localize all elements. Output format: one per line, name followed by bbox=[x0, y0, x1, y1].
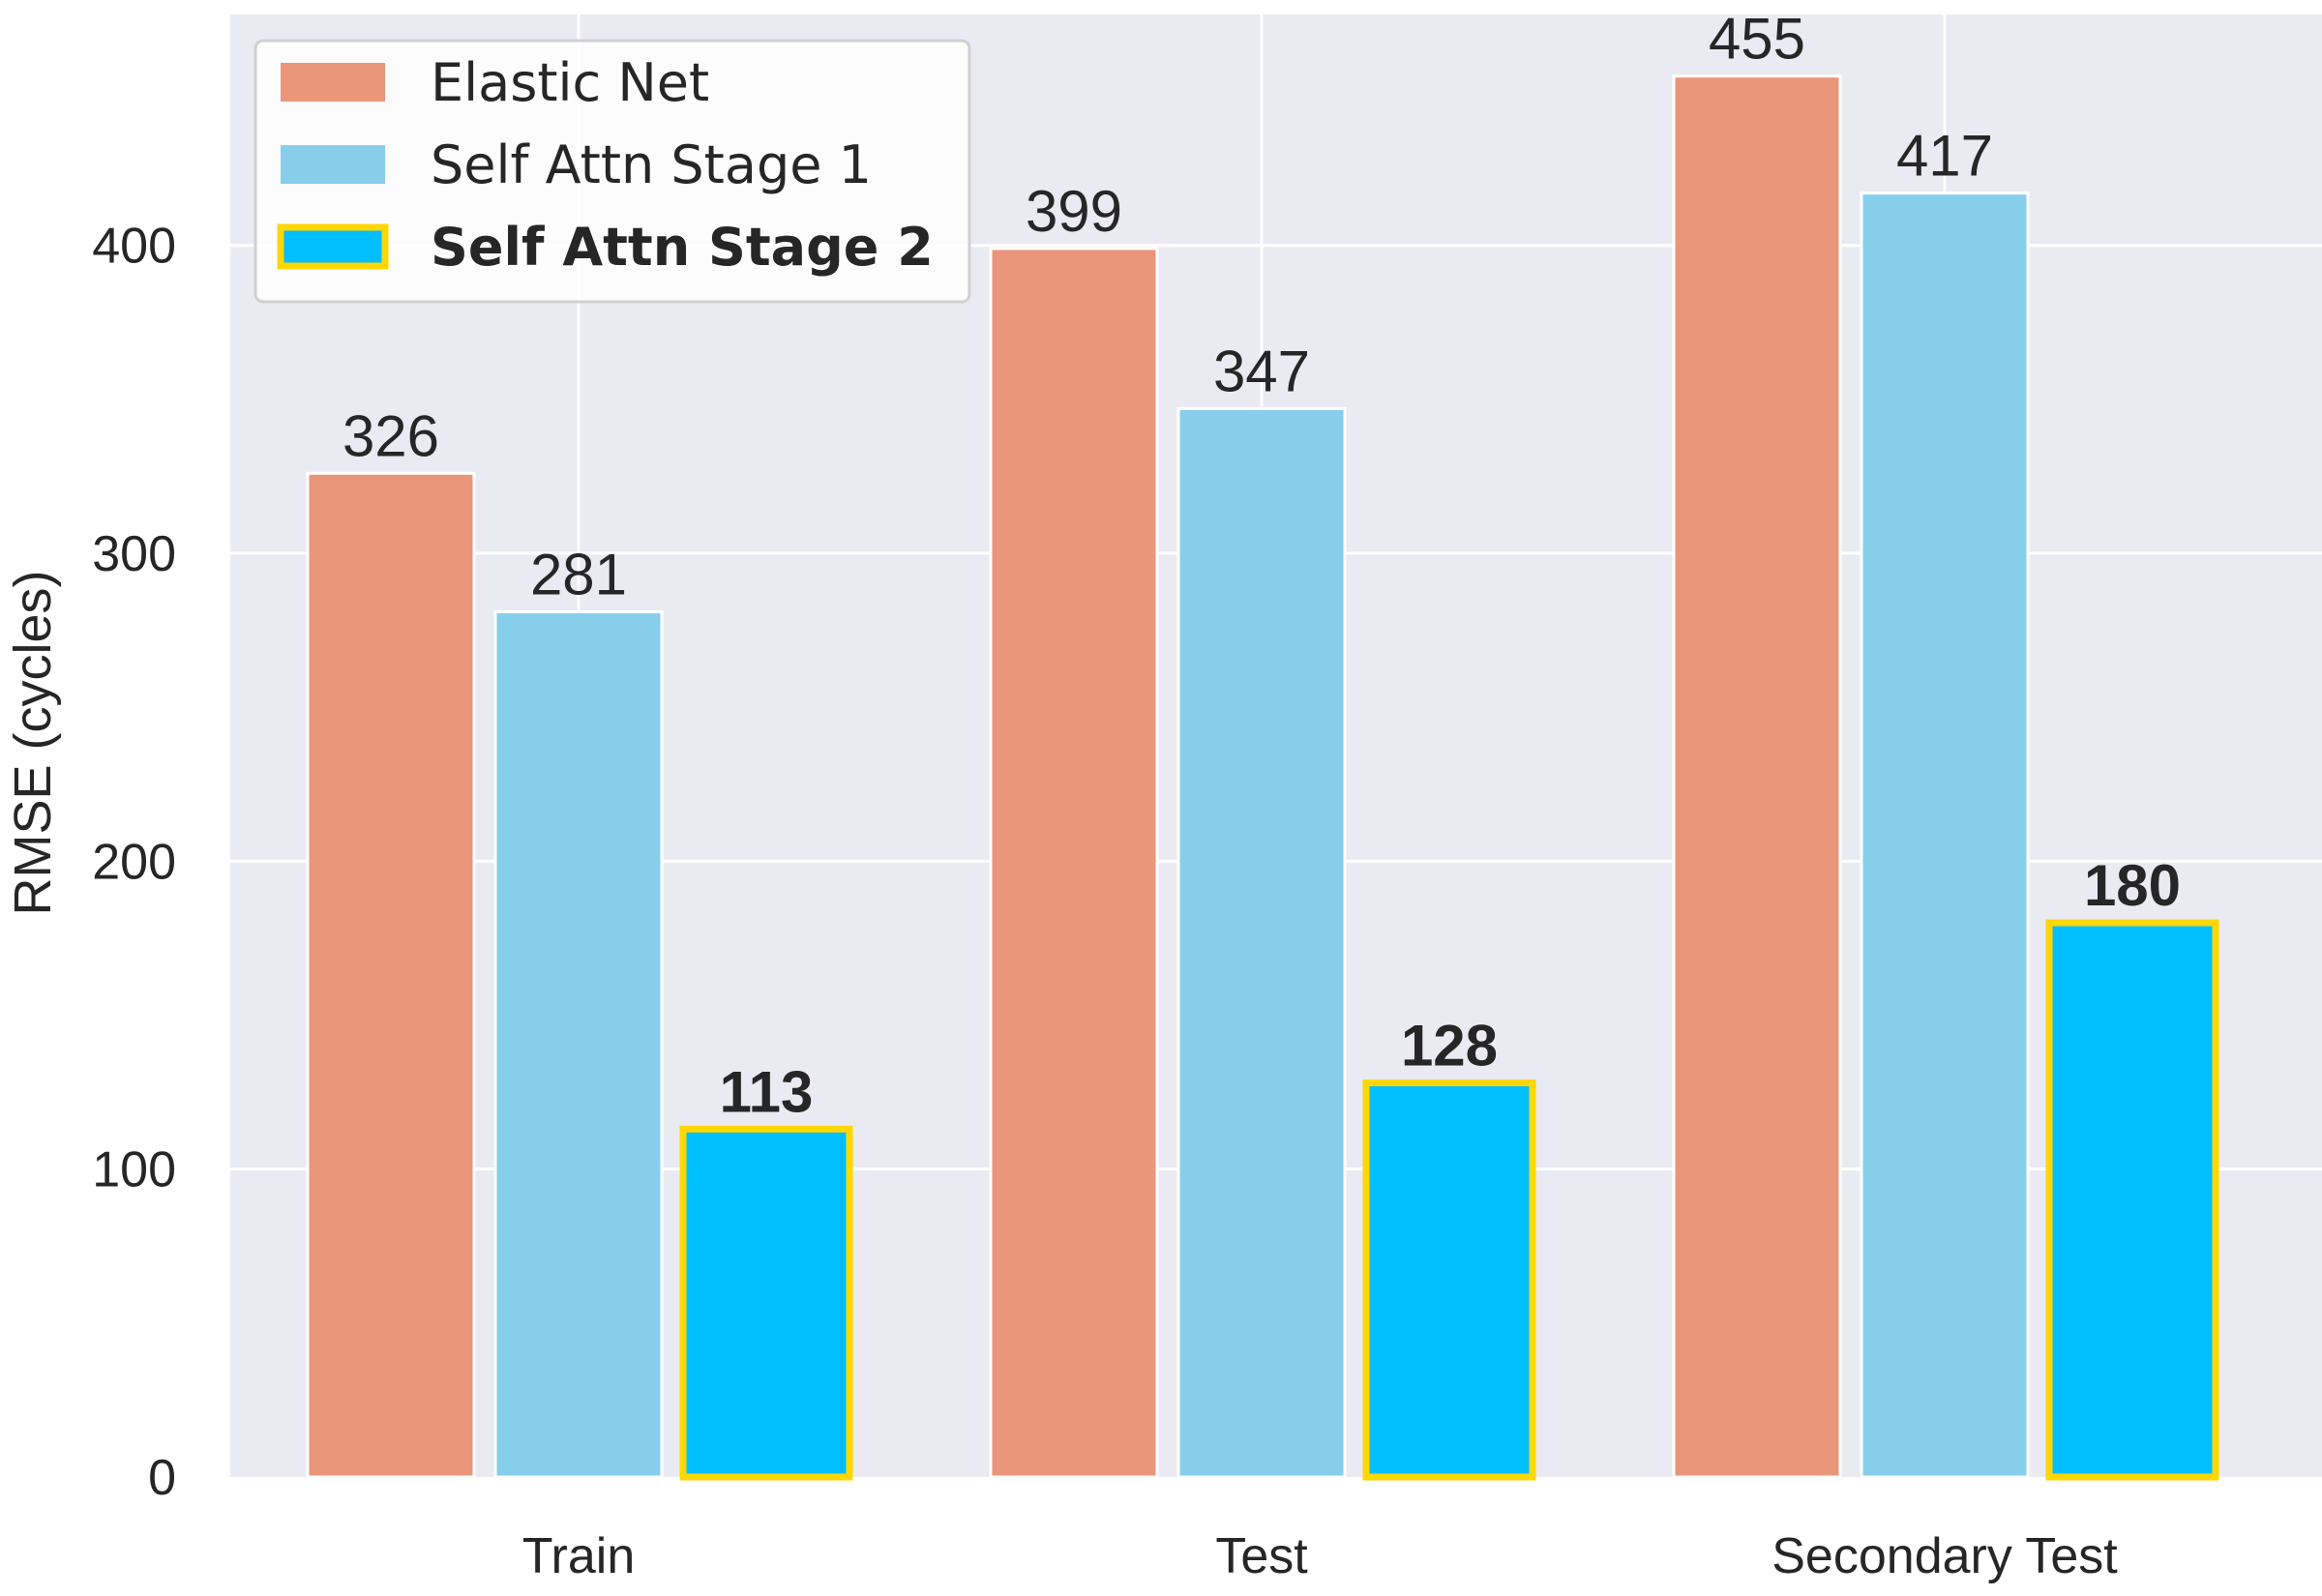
bar-self-attn-stage-1-test bbox=[1176, 406, 1347, 1479]
bar-self-attn-stage-2-secondary-test bbox=[2045, 919, 2219, 1481]
legend-swatch bbox=[281, 63, 385, 102]
y-axis-ticks: 0 100 200 300 400 bbox=[92, 219, 176, 1506]
bar-self-attn-stage-1-secondary-test bbox=[1860, 192, 2030, 1479]
bar-elastic-net-test bbox=[989, 247, 1159, 1479]
legend-entry-label: Self Attn Stage 2 bbox=[431, 217, 934, 278]
y-tick-label: 200 bbox=[92, 834, 176, 890]
bar-self-attn-stage-2-test bbox=[1362, 1079, 1536, 1481]
bar-value-label: 113 bbox=[720, 1059, 814, 1124]
bar-value-label: 399 bbox=[1026, 179, 1122, 244]
bar-value-label: 417 bbox=[1896, 124, 1993, 189]
bar-value-label: 326 bbox=[342, 403, 439, 468]
x-tick-label: Test bbox=[1215, 1528, 1308, 1584]
bar-value-label: 455 bbox=[1709, 7, 1805, 72]
y-tick-label: 300 bbox=[92, 526, 176, 582]
bar-elastic-net-train bbox=[306, 471, 476, 1479]
y-axis-label: RMSE (cycles) bbox=[4, 570, 62, 915]
y-tick-label: 400 bbox=[92, 219, 176, 275]
bar-value-labels: 326 399 455 281 347 417 113 128 180 bbox=[342, 7, 2181, 1125]
x-tick-label: Secondary Test bbox=[1771, 1528, 2118, 1584]
bar-value-label: 347 bbox=[1213, 339, 1310, 403]
y-tick-label: 100 bbox=[92, 1142, 176, 1198]
legend-entry-label: Self Attn Stage 1 bbox=[431, 134, 872, 195]
x-tick-label: Train bbox=[522, 1528, 636, 1584]
bars bbox=[306, 74, 2219, 1481]
legend-entry-label: Elastic Net bbox=[431, 52, 709, 113]
bar-value-label: 128 bbox=[1401, 1014, 1498, 1079]
bar-value-label: 281 bbox=[530, 543, 627, 607]
bar-self-attn-stage-2-train bbox=[679, 1125, 853, 1481]
y-tick-label: 0 bbox=[148, 1450, 176, 1506]
bar-value-label: 180 bbox=[2084, 853, 2181, 918]
legend-box bbox=[253, 39, 971, 304]
legend: Elastic Net Self Attn Stage 1 Self Attn St… bbox=[253, 39, 971, 304]
legend-swatch bbox=[277, 223, 389, 270]
legend-swatch bbox=[281, 145, 385, 184]
x-axis-ticks: Train Test Secondary Test bbox=[522, 1528, 2119, 1584]
bar-elastic-net-secondary-test bbox=[1672, 74, 1842, 1479]
bar-self-attn-stage-1-train bbox=[493, 610, 664, 1479]
